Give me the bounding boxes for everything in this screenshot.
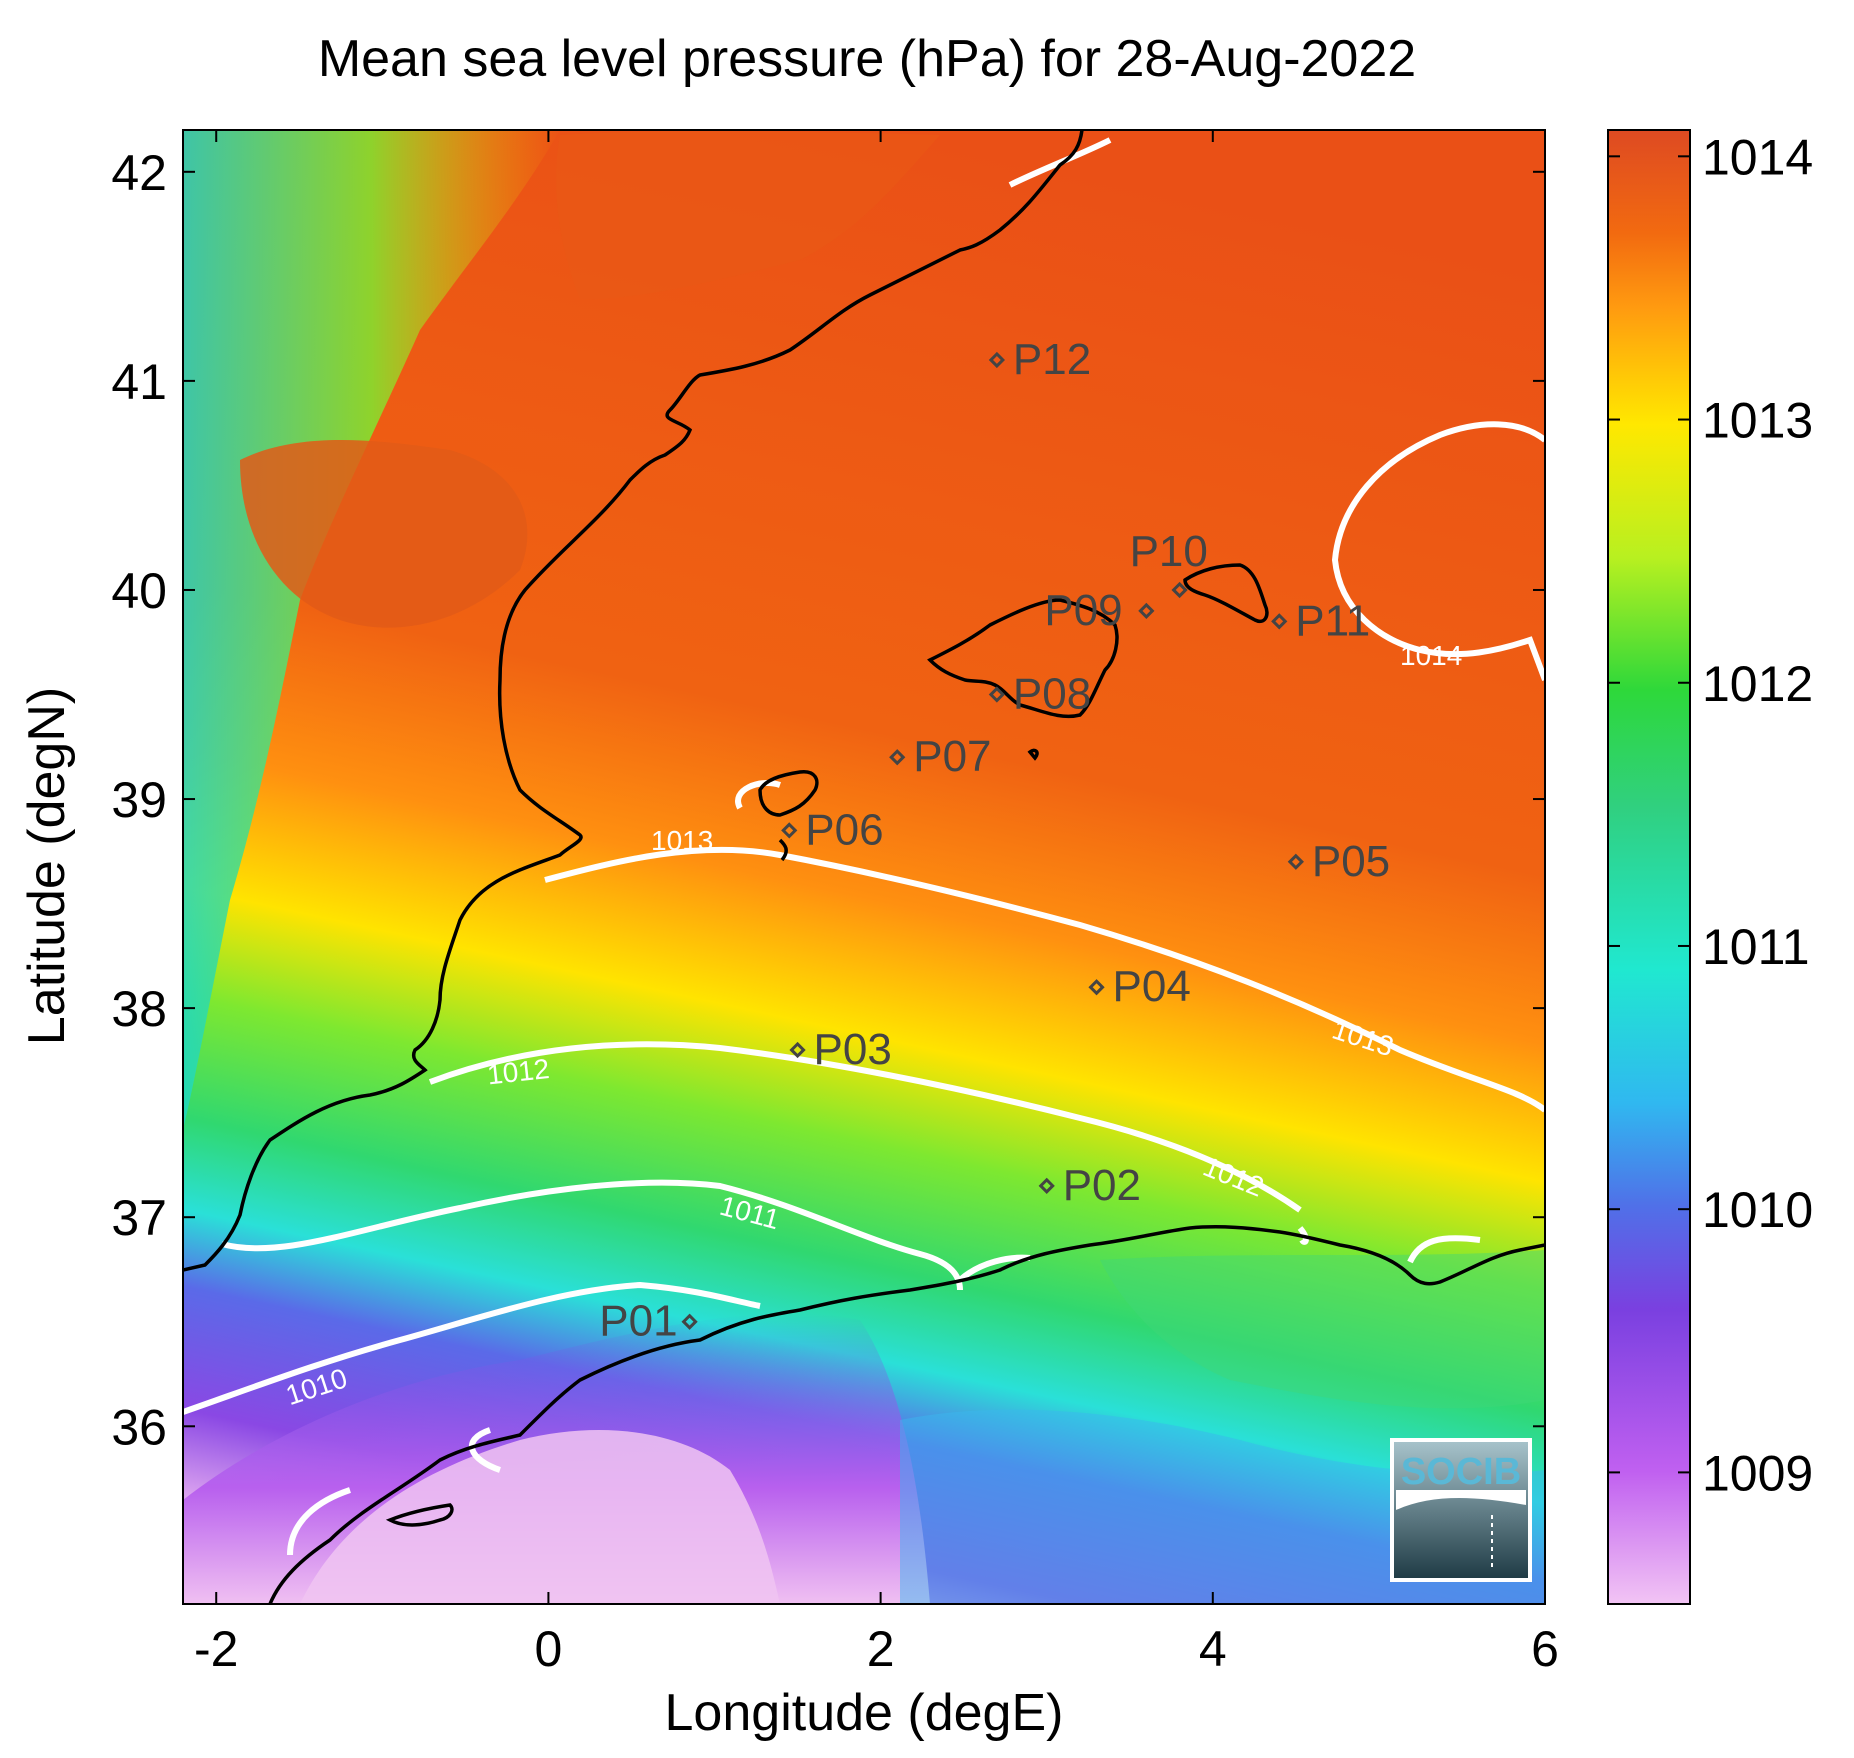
point-marker [988, 686, 1006, 703]
point-label: P05 [1312, 837, 1390, 886]
y-tick-label: 41 [111, 354, 167, 410]
africa-coast [268, 1225, 1545, 1604]
colorbar-frame [1607, 129, 1691, 1605]
contour-label-1014: 1014 [1400, 640, 1462, 671]
point-marker [889, 749, 906, 766]
ibiza-coast [758, 770, 819, 817]
point-marker [1171, 581, 1188, 599]
point-label: P08 [1013, 670, 1091, 719]
point-label: P09 [1044, 586, 1122, 635]
contour-label-1013: 1013 [651, 825, 713, 856]
colorbar-gradient [1608, 130, 1690, 1604]
y-tick-label: 37 [111, 1190, 167, 1246]
colorbar-ticks: 1009 1010 1011 1012 1013 1014 [1608, 129, 1813, 1501]
point-marker [988, 351, 1006, 369]
colorbar: 1009 1010 1011 1012 1013 1014 [1607, 129, 1813, 1605]
mallorca-coast [927, 598, 1119, 718]
socib-logo: SOCIB [1390, 1438, 1532, 1582]
axes-layer: -2 0 2 4 6 36 37 38 39 40 41 42 [111, 130, 1559, 1677]
point-label: P11 [1295, 596, 1370, 645]
iberia-coast [183, 130, 1084, 1272]
colorbar-tick-label: 1010 [1702, 1182, 1813, 1238]
colorbar-tick-label: 1013 [1702, 393, 1813, 449]
point-label: P10 [1130, 527, 1208, 576]
point-label: P02 [1063, 1161, 1141, 1210]
point-marker [1038, 1177, 1055, 1194]
map-title: Mean sea level pressure (hPa) for 28-Aug… [318, 30, 1416, 88]
point-marker [1138, 602, 1155, 620]
logo-text: SOCIB [1401, 1451, 1521, 1493]
contour-labels: 1010 1011 1012 1012 1013 1013 1014 [282, 640, 1462, 1411]
point-marker [681, 1313, 698, 1330]
contour-lines [183, 137, 1545, 1556]
pressure-field [183, 130, 1545, 1604]
point-marker [1271, 613, 1288, 630]
x-tick-label: 2 [867, 1621, 895, 1677]
point-label: P01 [599, 1297, 677, 1346]
point-label: P04 [1113, 962, 1191, 1011]
point-label: P12 [1013, 335, 1091, 384]
formentera-coast [778, 838, 788, 862]
x-tick-label: -2 [194, 1621, 238, 1677]
cabrera-coast [1027, 748, 1039, 761]
point-label: P03 [814, 1025, 892, 1074]
point-marker [1088, 979, 1105, 996]
coastlines [183, 130, 1545, 1604]
point-label: P07 [913, 732, 991, 781]
colorbar-tick-label: 1014 [1702, 129, 1813, 185]
point-marker [781, 822, 798, 839]
point-label: P06 [805, 805, 883, 854]
x-tick-label: 6 [1531, 1621, 1559, 1677]
colorbar-tick-label: 1011 [1702, 919, 1810, 975]
point-marker [1287, 853, 1304, 870]
colorbar-tick-label: 1012 [1702, 656, 1813, 712]
x-tick-label: 0 [535, 1621, 563, 1677]
x-axis-label: Longitude (degE) [665, 1684, 1064, 1742]
y-tick-label: 42 [111, 145, 167, 201]
y-tick-label: 38 [111, 981, 167, 1037]
y-tick-label: 36 [111, 1399, 167, 1455]
point-marker [789, 1041, 806, 1059]
colorbar-tick-label: 1009 [1702, 1445, 1813, 1501]
menorca-coast [1183, 563, 1269, 623]
plot-frame [182, 129, 1546, 1605]
y-tick-label: 39 [111, 772, 167, 828]
y-axis-label: Latitude (degN) [18, 687, 76, 1045]
contour-label-1012: 1012 [486, 1053, 551, 1090]
y-tick-label: 40 [111, 563, 167, 619]
alboran-island [385, 1503, 454, 1527]
x-tick-label: 4 [1199, 1621, 1227, 1677]
